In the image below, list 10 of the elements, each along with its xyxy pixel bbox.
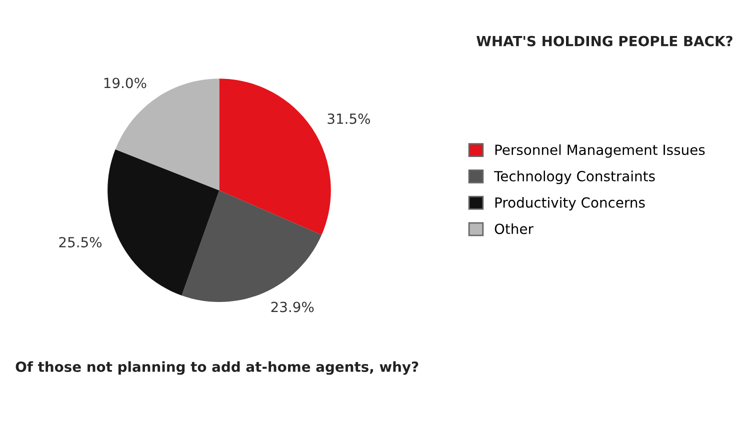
data-label: 31.5%: [328, 113, 370, 124]
data-label: 25.5%: [59, 236, 102, 248]
legend-label: Personnel Management Issues: [495, 144, 705, 158]
data-label: 19.0%: [104, 78, 146, 88]
data-label: 23.9%: [271, 302, 314, 312]
legend-label: Other: [494, 223, 534, 234]
text: Of those not planning to add at-home agents, why?: [16, 361, 418, 375]
legend-label: Productivity Concerns: [495, 197, 645, 210]
legend-label: Technology Constraints: [494, 170, 655, 184]
chart-title: WHAT'S HOLDING PEOPLE BACK?: [476, 36, 732, 46]
